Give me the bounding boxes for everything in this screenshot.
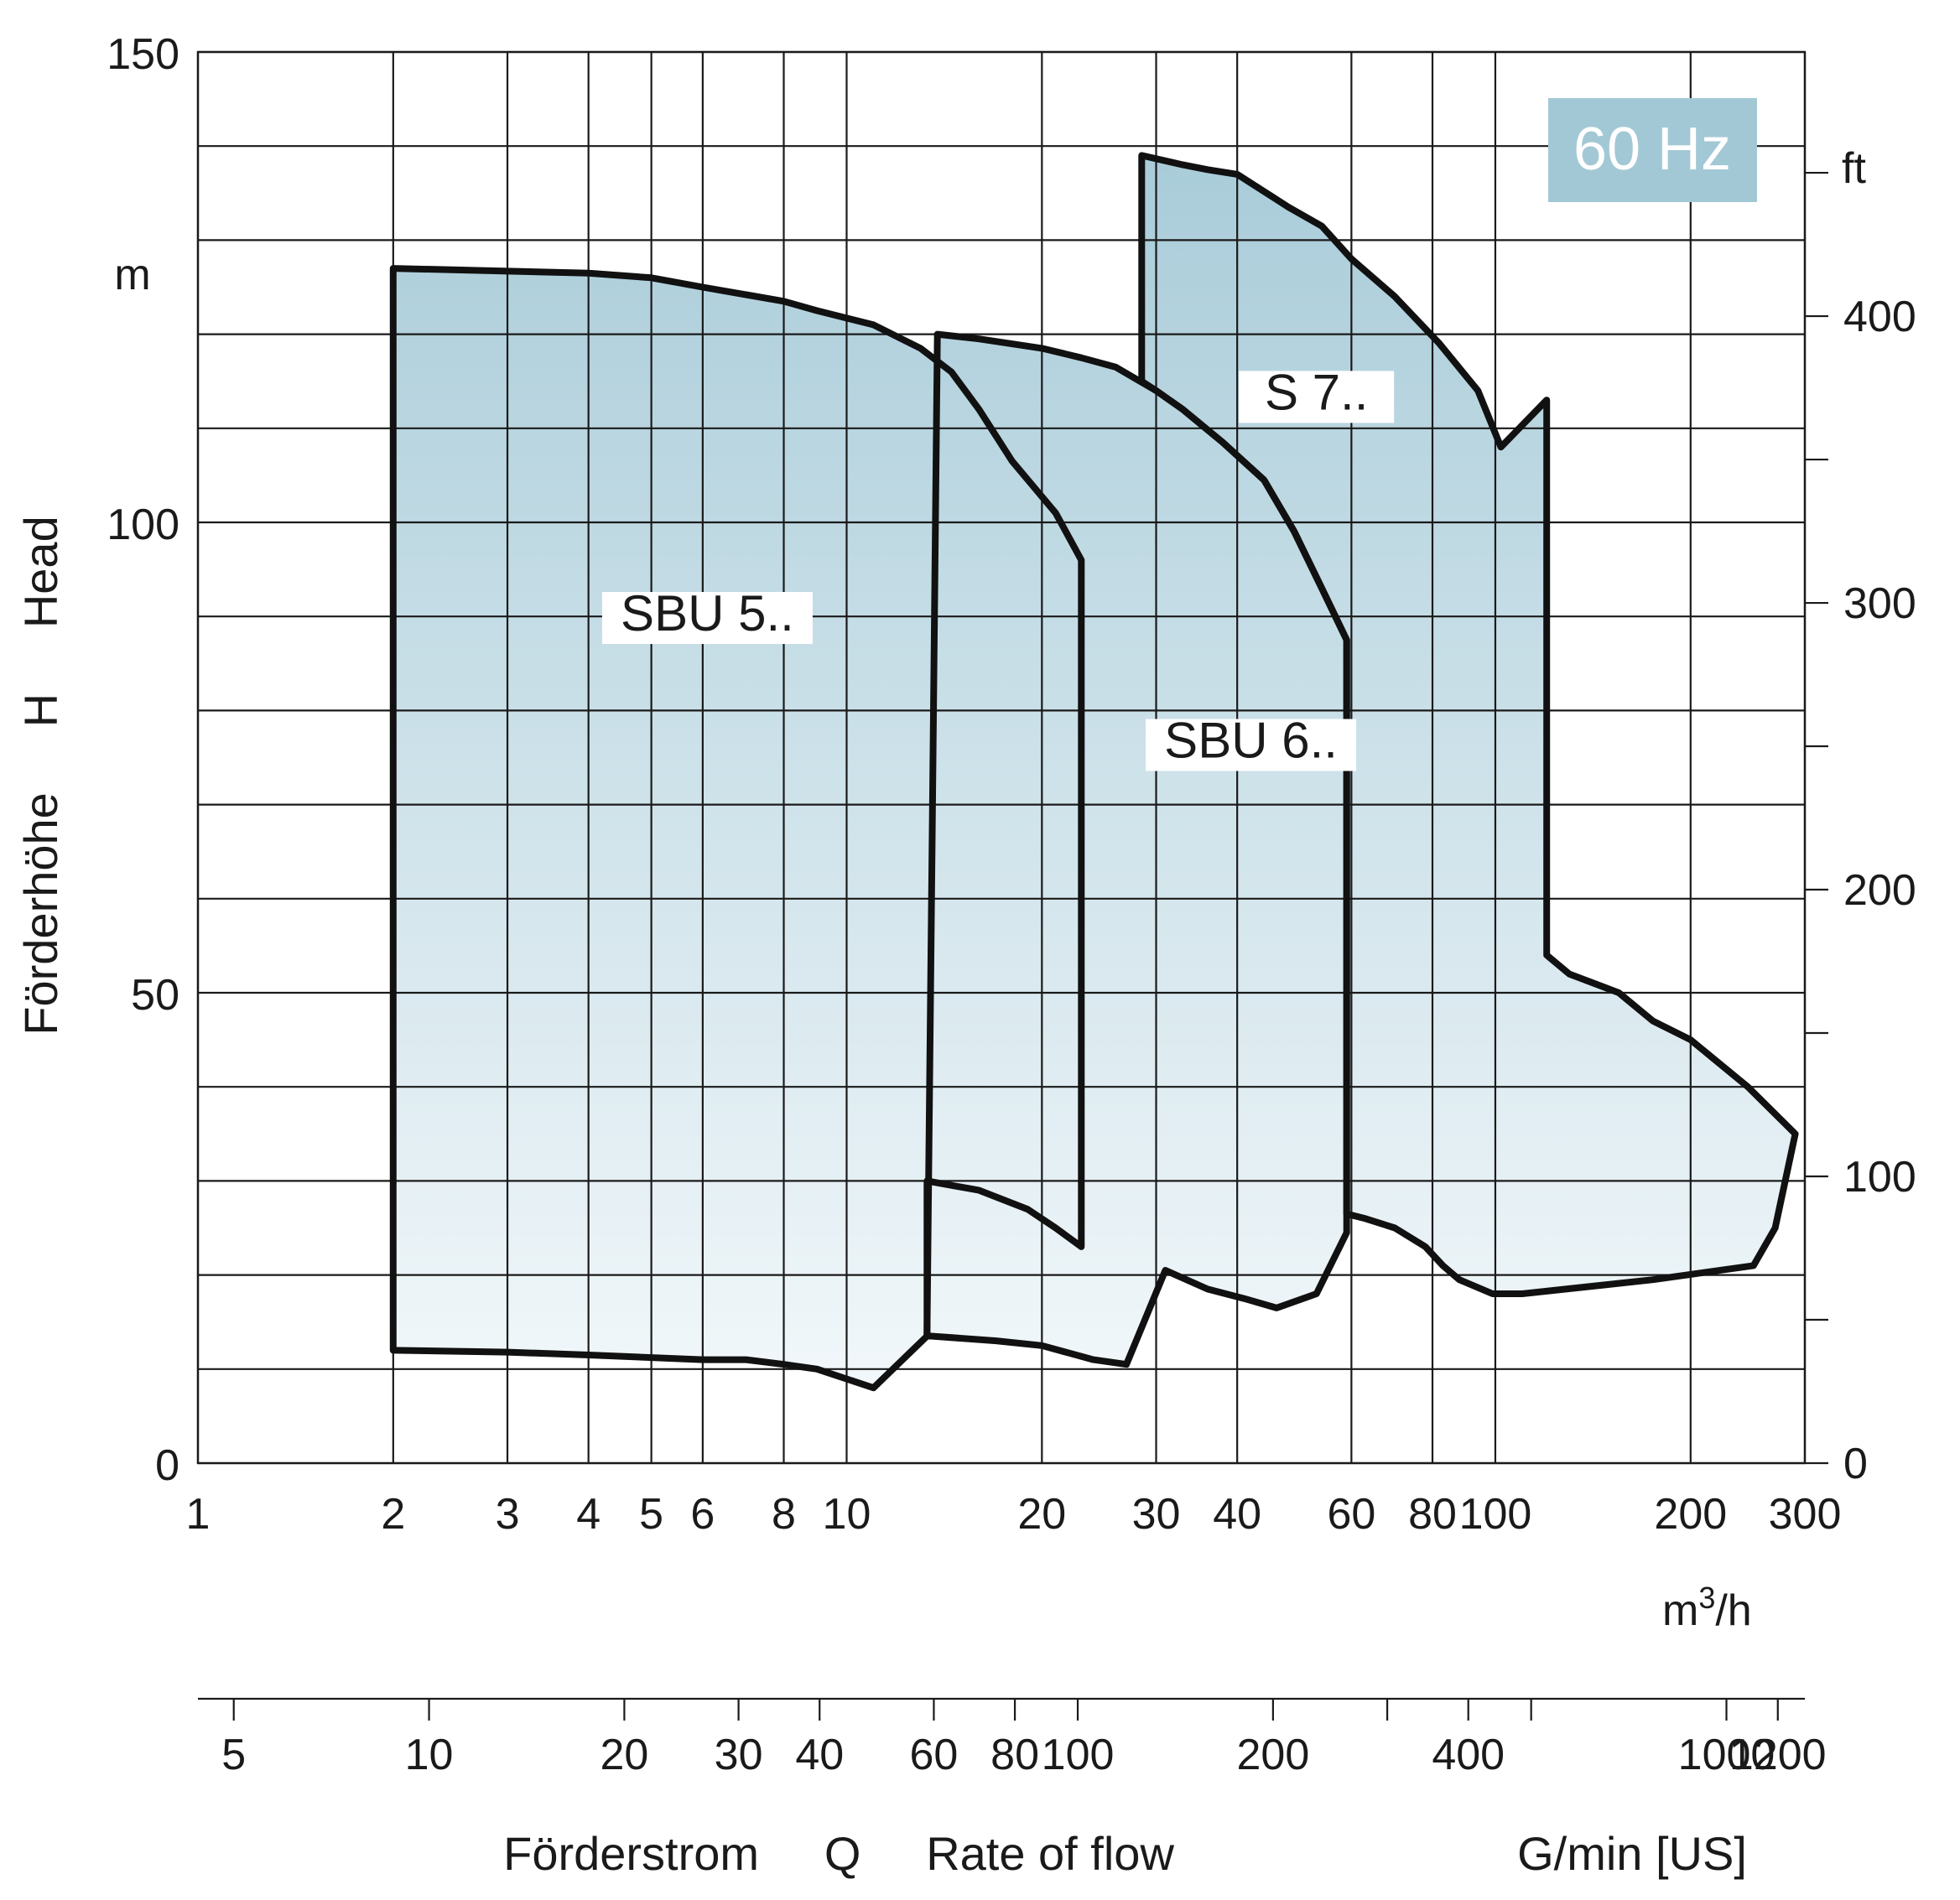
frequency-badge-bg	[1548, 98, 1757, 202]
y-tick-label: 150	[107, 30, 179, 79]
x-axis-unit-rest: /h	[1715, 1586, 1751, 1635]
x2-tick-label: 1000	[1678, 1731, 1775, 1779]
y2-tick-label: 200	[1843, 866, 1916, 915]
region-label-bg	[601, 592, 813, 645]
y-tick-label: 0	[155, 1441, 179, 1490]
x2-tick-label: 5	[221, 1731, 246, 1779]
x-axis-unit-sup: 3	[1698, 1581, 1715, 1615]
y2-axis-unit: ft	[1842, 144, 1866, 193]
x-tick-label: 1	[186, 1490, 211, 1539]
x-tick-label: 3	[496, 1490, 520, 1539]
x2-tick-label: 200	[1236, 1731, 1309, 1779]
x2-tick-label: 400	[1432, 1731, 1505, 1779]
region-outline-sbu5	[389, 265, 1085, 1392]
y-tick-label: 50	[131, 971, 179, 1020]
region-label: S 7..	[1265, 364, 1368, 420]
x-tick-label: 6	[690, 1490, 715, 1539]
x-tick-label: 20	[1017, 1490, 1066, 1539]
y-axis-label: Förderhöhe H Head	[14, 516, 67, 1035]
x-tick-label: 100	[1459, 1490, 1532, 1539]
y2-tick-label: 100	[1843, 1153, 1916, 1202]
x-tick-label: 5	[639, 1490, 663, 1539]
frequency-badge: 60 Hz	[1548, 98, 1757, 202]
region-fill-sbu6	[927, 334, 1347, 1365]
x-tick-label: 30	[1132, 1490, 1181, 1539]
region-outline-sbu6	[923, 330, 1350, 1368]
region-fill-sbu5	[393, 268, 1082, 1389]
x2-tick-label: 80	[990, 1731, 1039, 1779]
x-tick-label: 200	[1654, 1490, 1727, 1539]
y-tick-label: 100	[107, 501, 179, 549]
region-label-bg	[1146, 719, 1357, 771]
x-axis-unit-m: m	[1662, 1586, 1698, 1635]
chart-grid	[196, 50, 1828, 1721]
region-label: SBU 6..	[1164, 713, 1338, 769]
x-tick-label: 40	[1213, 1490, 1261, 1539]
x-tick-label: 2	[381, 1490, 405, 1539]
y2-tick-label: 400	[1843, 293, 1916, 341]
x2-tick-label: 20	[600, 1731, 648, 1779]
x-tick-label: 80	[1408, 1490, 1457, 1539]
x2-tick-label: 100	[1042, 1731, 1115, 1779]
y-axis-unit: m	[114, 251, 150, 299]
plot-frame	[196, 50, 1807, 1465]
frequency-badge-text: 60 Hz	[1573, 116, 1731, 183]
x-axis-unit: m3/h	[1662, 1581, 1752, 1635]
region-outlines	[389, 152, 1799, 1392]
x-tick-label: 4	[576, 1490, 600, 1539]
x2-tick-label: 60	[910, 1731, 959, 1779]
operating-regions	[393, 155, 1796, 1389]
x-tick-label: 300	[1769, 1490, 1842, 1539]
x-tick-label: 8	[772, 1490, 796, 1539]
x-tick-label: 60	[1327, 1490, 1375, 1539]
region-label: SBU 5..	[621, 585, 794, 641]
y2-tick-label: 300	[1843, 579, 1916, 628]
y2-tick-label: 0	[1843, 1440, 1868, 1488]
x-axis-label: Förderstrom Q Rate of flow	[503, 1827, 1174, 1880]
x-tick-label: 10	[823, 1490, 871, 1539]
x2-tick-label: 10	[405, 1731, 454, 1779]
region-outline-s7	[1138, 152, 1799, 1297]
region-fill-s7	[1141, 155, 1796, 1294]
x2-tick-label: 40	[795, 1731, 844, 1779]
x2-tick-label: 30	[715, 1731, 763, 1779]
x2-axis-unit: G/min [US]	[1517, 1827, 1747, 1880]
region-label-bg	[1239, 371, 1395, 423]
x2-tick-label: 1200	[1729, 1731, 1827, 1779]
